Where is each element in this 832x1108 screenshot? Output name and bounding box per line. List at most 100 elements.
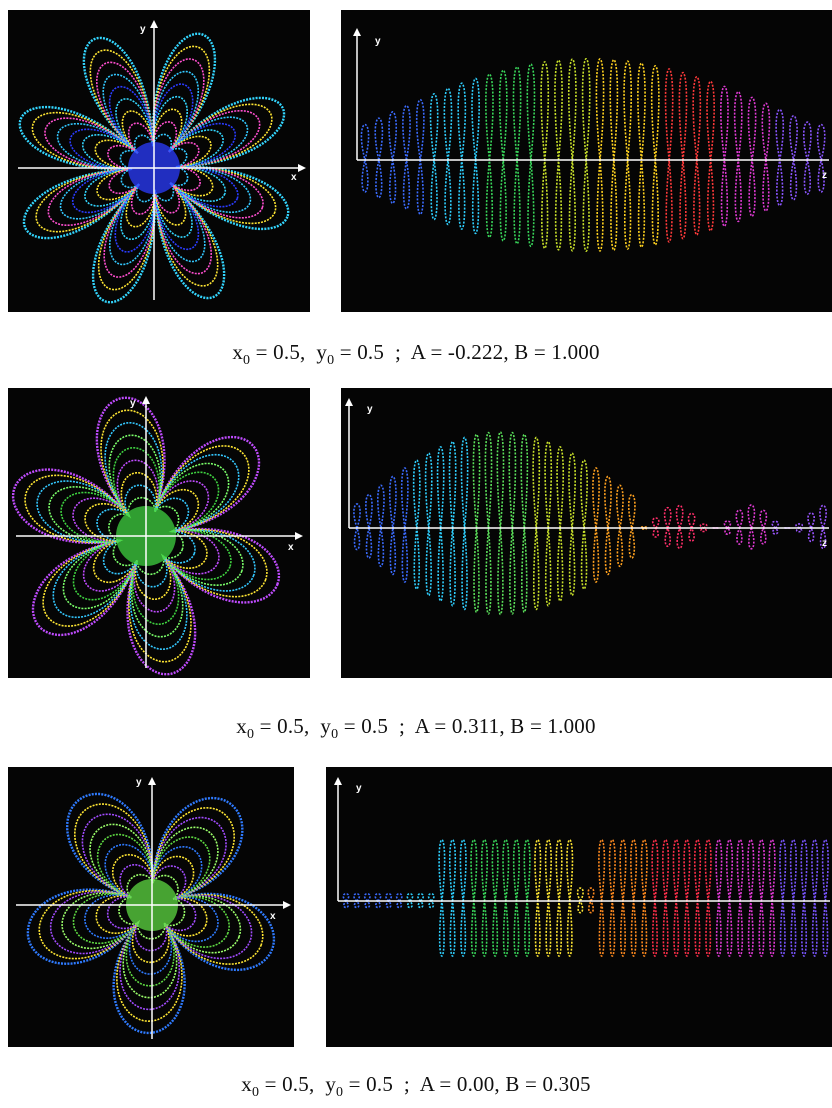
- trajectory-loop: [400, 467, 409, 583]
- trajectory-loop: [619, 839, 627, 957]
- row1-xy-y-arrow: [150, 20, 158, 28]
- trajectory-loop: [460, 436, 469, 611]
- trajectory-loop: [733, 91, 743, 223]
- row2-helix: [353, 431, 827, 616]
- row3-zy-svg: y: [334, 777, 830, 957]
- trajectory-loop: [374, 117, 384, 199]
- trajectory-loop: [402, 104, 411, 210]
- row1-xy-svg: x y: [18, 20, 306, 304]
- row3-xy-svg: x y: [16, 777, 291, 1039]
- trajectory-loop: [556, 446, 565, 602]
- trajectory-loop: [566, 839, 574, 957]
- trajectory-loop: [663, 507, 672, 547]
- orbit-ring: [95, 853, 208, 964]
- row2-xy-x-label: x: [288, 542, 294, 553]
- row3-xy-plot: x y: [8, 767, 294, 1047]
- orbit-ring: [107, 121, 201, 215]
- trajectory-loop: [637, 62, 646, 248]
- trajectory-loop: [365, 494, 373, 559]
- trajectory-loop: [779, 839, 787, 957]
- row3-zy-y-arrow: [334, 777, 342, 785]
- trajectory-loop: [757, 839, 766, 957]
- trajectory-loop: [532, 436, 541, 611]
- row3-caption-x: x: [241, 1072, 252, 1096]
- trajectory-loop: [443, 87, 453, 226]
- trajectory-loop: [472, 433, 481, 613]
- row3-caption-x-sub: 0: [251, 1085, 260, 1101]
- orbit-ring: [24, 409, 268, 663]
- trajectory-loop: [675, 504, 684, 549]
- trajectory-loop: [534, 839, 542, 957]
- trajectory-loop: [438, 839, 446, 957]
- row2-zy-svg: z y: [345, 398, 829, 616]
- row3-caption-params: A = 0.00, B = 0.305: [419, 1072, 591, 1096]
- trajectory-loop: [640, 839, 648, 957]
- trajectory-loop: [471, 77, 480, 234]
- row3-xy-x-arrow: [283, 901, 291, 909]
- trajectory-loop: [775, 108, 785, 207]
- row3-helix: [342, 839, 829, 957]
- row2-zy-y-label: y: [367, 404, 373, 415]
- trajectory-loop: [720, 85, 729, 227]
- trajectory-loop: [508, 432, 517, 615]
- trajectory-loop: [609, 58, 619, 251]
- orbit-ring: [56, 70, 252, 266]
- row3-xy-y-arrow: [148, 777, 156, 785]
- trajectory-loop: [627, 494, 636, 559]
- trajectory-loop: [459, 839, 467, 957]
- row1-xy-x-arrow: [298, 164, 306, 172]
- trajectory-loop: [683, 839, 691, 957]
- row3-xy-y-label: y: [136, 777, 142, 788]
- trajectory-loop: [595, 58, 605, 252]
- row1-caption-x: x: [232, 340, 244, 364]
- trajectory-loop: [353, 503, 361, 551]
- trajectory-loop: [604, 475, 612, 576]
- trajectory-loop: [360, 123, 370, 193]
- row2-zy-plot: z y: [341, 388, 832, 678]
- row2-zy-z-label: z: [822, 538, 827, 549]
- row2-caption: x0 = 0.5, y0 = 0.5 ; A = 0.311, B = 1.00…: [0, 714, 832, 743]
- row1-zy-plot: z y: [341, 10, 832, 312]
- row2-xy-svg: x y: [11, 396, 303, 676]
- trajectory-loop: [498, 69, 508, 242]
- row2-caption-x-sub: 0: [247, 727, 255, 743]
- row2-caption-x: x: [236, 714, 247, 738]
- row3-flower: [26, 792, 276, 1035]
- row1-caption-sep: ;: [394, 340, 402, 364]
- trajectory-loop: [388, 475, 397, 576]
- row1-zy-svg: z y: [353, 28, 829, 252]
- trajectory-loop: [821, 839, 829, 957]
- row2-caption-y-val: = 0.5: [343, 714, 389, 738]
- trajectory-loop: [704, 839, 712, 957]
- orbit-ring: [119, 133, 189, 203]
- trajectory-loop: [672, 839, 680, 957]
- trajectory-loop: [581, 57, 591, 252]
- row3-caption-x-val: = 0.5,: [264, 1072, 315, 1096]
- trajectory-loop: [650, 65, 660, 246]
- trajectory-loop: [512, 839, 521, 957]
- row3-caption: x0 = 0.5, y0 = 0.5 ; A = 0.00, B = 0.305: [0, 1072, 832, 1101]
- trajectory-loop: [592, 467, 600, 583]
- trajectory-loop: [678, 72, 688, 240]
- trajectory-loop: [448, 440, 457, 607]
- orbit-ring: [36, 422, 256, 650]
- row1-helix: [360, 57, 826, 252]
- trajectory-loop: [470, 839, 478, 957]
- row3-caption-sep: ;: [403, 1072, 410, 1096]
- trajectory-loop: [747, 96, 757, 218]
- row2-xy-y-arrow: [142, 396, 150, 404]
- trajectory-loop: [555, 839, 563, 957]
- orbit-ring: [31, 45, 277, 291]
- row1-xy-y-label: y: [140, 24, 146, 35]
- trajectory-loop: [526, 63, 536, 248]
- orbit-ring: [81, 95, 227, 241]
- row1-caption-y-sub: 0: [327, 353, 335, 369]
- row3-zy-plot: y: [326, 767, 832, 1047]
- orbit-ring: [94, 108, 214, 228]
- row2-xy-plot: x y: [8, 388, 310, 678]
- orbit-ring: [60, 447, 232, 625]
- trajectory-loop: [692, 75, 702, 236]
- trajectory-loop: [485, 73, 494, 239]
- orbit-ring: [38, 803, 264, 1023]
- trajectory-loop: [725, 839, 734, 957]
